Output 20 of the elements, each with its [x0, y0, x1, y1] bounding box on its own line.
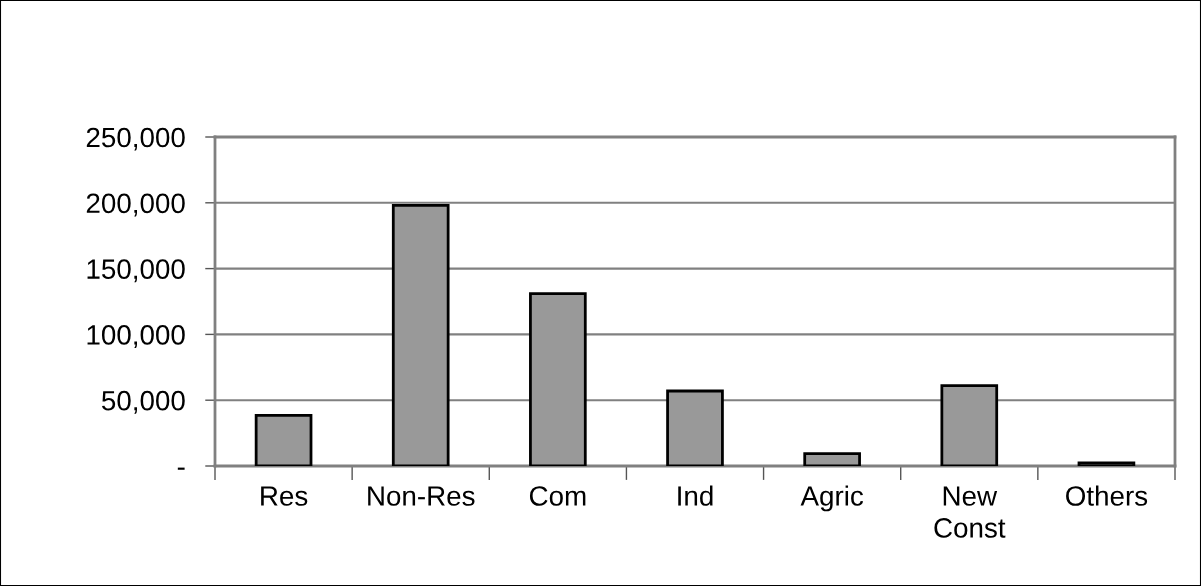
bar: [803, 452, 861, 466]
bar: [254, 413, 313, 466]
y-tick-label: 100,000: [87, 325, 185, 349]
x-tick-label: Res: [261, 486, 308, 506]
y-tick-label: 150,000: [87, 259, 185, 283]
x-tick-label: Non-Res: [368, 486, 475, 506]
y-tick-label: 250,000: [86, 127, 185, 151]
bar: [529, 292, 587, 466]
x-tick-label: Agric: [800, 485, 864, 512]
bar: [940, 384, 999, 466]
y-tick-label: 200,000: [86, 193, 185, 217]
bar: [1077, 461, 1136, 466]
bar: [666, 389, 724, 466]
y-tick-label: 50,000: [101, 390, 185, 414]
bar: [391, 204, 450, 466]
x-tick-label: New Const: [934, 486, 1006, 538]
y-tick-label: -: [177, 467, 185, 470]
x-tick-label: Others: [1066, 485, 1148, 506]
x-tick-label: Ind: [678, 485, 713, 506]
x-tick-label: Com: [529, 486, 586, 506]
